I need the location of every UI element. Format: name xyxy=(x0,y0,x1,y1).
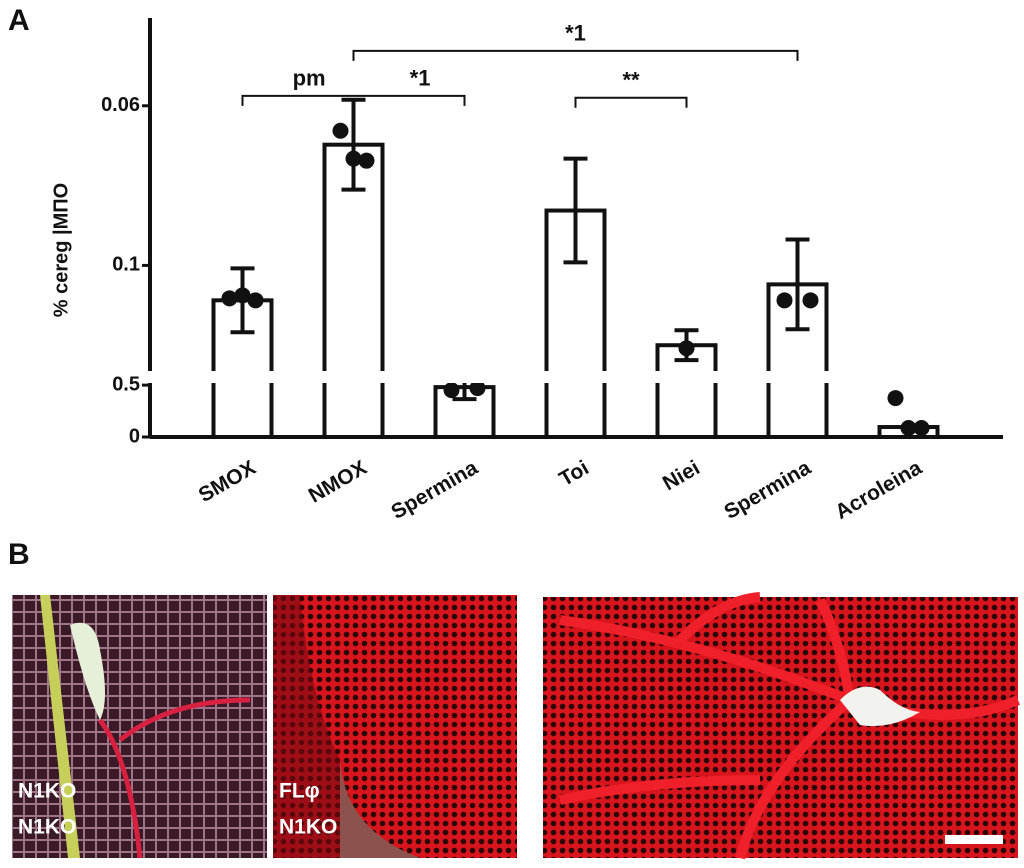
data-point xyxy=(469,380,486,397)
data-point xyxy=(247,292,264,309)
panel-label: A xyxy=(8,4,30,37)
x-tick-label: SMOX xyxy=(195,456,260,507)
image xyxy=(543,597,1018,858)
data-point xyxy=(913,420,930,437)
significance-label: *1 xyxy=(410,66,431,91)
image-detail xyxy=(273,595,420,858)
data-point xyxy=(900,420,917,437)
x-tick-label: Spermina xyxy=(720,456,815,524)
data-point xyxy=(776,292,793,309)
significance-label: ** xyxy=(622,68,640,93)
data-point xyxy=(887,390,904,407)
data-point xyxy=(358,152,375,169)
x-tick-label: Toi xyxy=(555,456,592,491)
image-label: FLφ xyxy=(279,780,320,803)
image-detail xyxy=(70,622,105,720)
data-point xyxy=(678,340,695,357)
bar xyxy=(322,142,385,439)
image-detail xyxy=(558,592,1021,860)
significance-bracket xyxy=(241,94,466,106)
significance-label: pm xyxy=(293,66,326,91)
micrographs xyxy=(12,592,1021,860)
data-point xyxy=(345,150,362,167)
scale-bar xyxy=(945,835,1003,844)
image-label: N1KO xyxy=(18,780,76,803)
data-point xyxy=(234,287,251,304)
y-axis-label: % cereg |MПО xyxy=(50,183,72,317)
x-tick-label: Acroleina xyxy=(831,456,926,524)
data-point xyxy=(802,292,819,309)
y-tick-label: 0.5 xyxy=(112,373,140,395)
data-point xyxy=(221,290,238,307)
x-tick-label: NMOX xyxy=(305,456,371,507)
significance-bracket xyxy=(352,49,799,61)
chart-area: 0 0.5 0.1 0.06 SMOX NMOX Spermina Toi Niei Spermi… xyxy=(101,18,1003,524)
image-detail xyxy=(97,697,251,859)
image-detail xyxy=(840,686,920,727)
significance-label: *1 xyxy=(565,21,586,46)
panel-label: B xyxy=(8,538,30,571)
image-label: N1KO xyxy=(18,816,76,839)
data-point xyxy=(443,382,460,399)
axis-break xyxy=(147,371,1000,383)
image-label: N1KO xyxy=(279,816,337,839)
x-tick-label: Niei xyxy=(659,456,704,495)
image-detail xyxy=(40,595,80,858)
data-point xyxy=(332,122,349,139)
image-labels: N1KO N1KO FLφ N1KO xyxy=(18,780,337,839)
y-tick-label: 0.1 xyxy=(112,254,140,276)
y-tick-label: 0.06 xyxy=(101,94,140,116)
significance-bracket xyxy=(574,96,688,108)
y-tick-label: 0 xyxy=(129,425,140,447)
x-tick-label: Spermina xyxy=(387,456,482,524)
